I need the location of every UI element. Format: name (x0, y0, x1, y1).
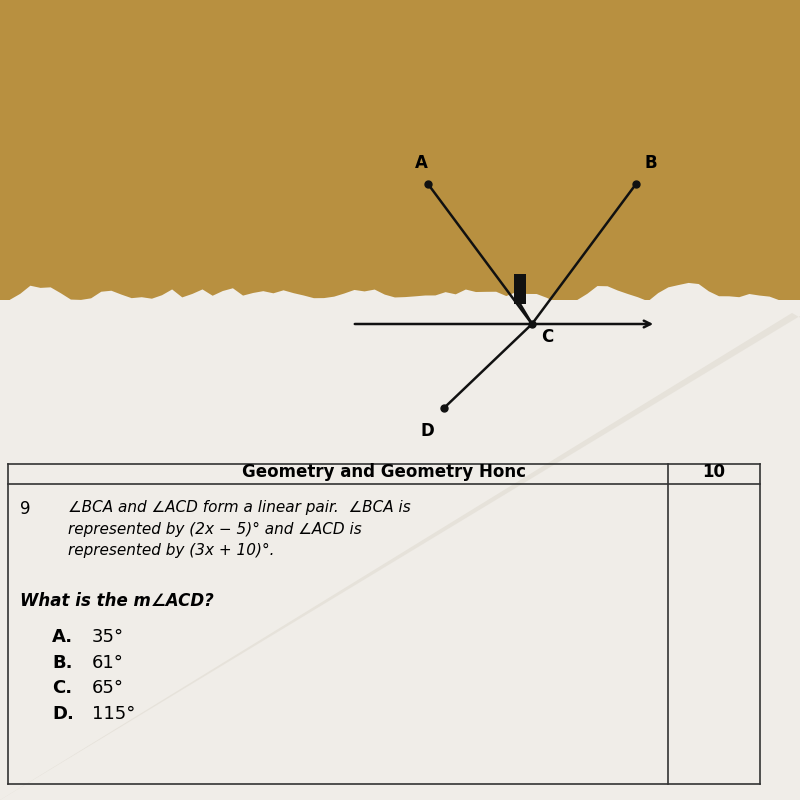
Polygon shape (0, 293, 800, 800)
Text: C: C (542, 328, 554, 346)
Text: B.: B. (52, 654, 73, 672)
Bar (514, 274, 526, 304)
Polygon shape (0, 283, 800, 800)
Ellipse shape (80, 556, 720, 756)
Text: 115°: 115° (92, 705, 135, 723)
Text: Geometry and Geometry Honc: Geometry and Geometry Honc (242, 463, 526, 481)
Text: What is the m∠ACD?: What is the m∠ACD? (20, 592, 214, 610)
Bar (0, 300, 800, 800)
Text: 9: 9 (20, 500, 30, 518)
Text: D: D (421, 422, 434, 440)
Text: 65°: 65° (92, 679, 124, 697)
Text: A: A (415, 154, 428, 172)
Text: represented by (2x − 5)° and ∠ACD is: represented by (2x − 5)° and ∠ACD is (68, 522, 362, 537)
Text: 61°: 61° (92, 654, 124, 672)
Text: 10: 10 (702, 463, 726, 481)
Text: D.: D. (52, 705, 74, 723)
Text: ∠BCA and ∠ACD form a linear pair.  ∠BCA is: ∠BCA and ∠ACD form a linear pair. ∠BCA i… (68, 500, 410, 515)
Text: represented by (3x + 10)°.: represented by (3x + 10)°. (68, 543, 274, 558)
Text: A.: A. (52, 628, 73, 646)
Text: 35°: 35° (92, 628, 124, 646)
Text: B: B (644, 154, 657, 172)
Text: C.: C. (52, 679, 72, 697)
